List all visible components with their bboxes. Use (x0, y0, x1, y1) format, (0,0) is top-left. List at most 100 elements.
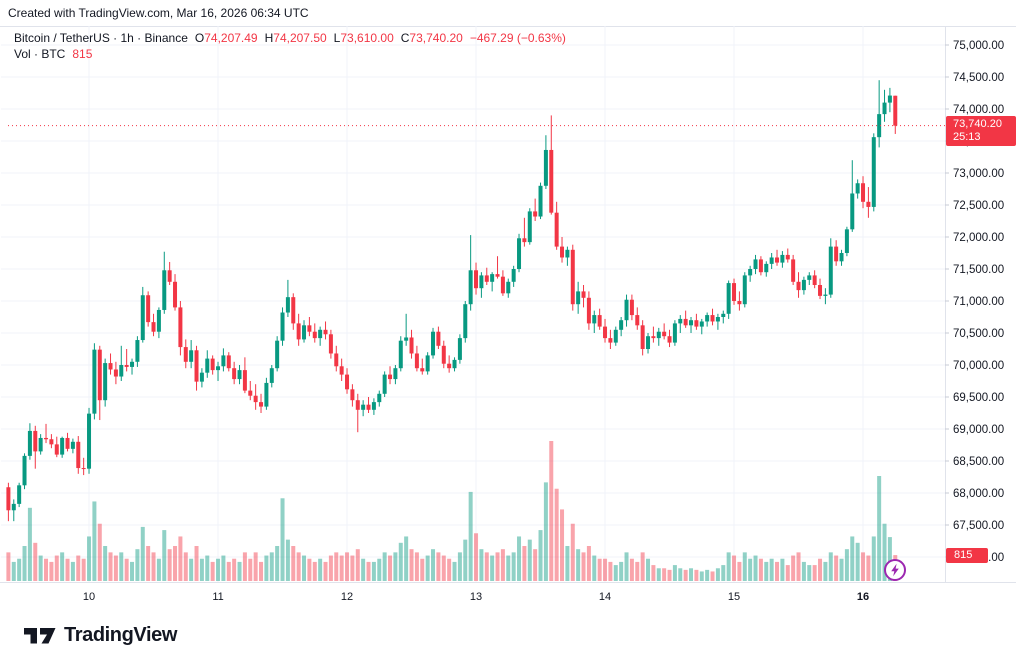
volume-label: Vol · BTC (14, 47, 66, 61)
volume-bar (140, 526, 145, 581)
volume-bar (769, 558, 774, 581)
candle-body (517, 238, 522, 269)
volume-bar (97, 523, 102, 581)
lightning-icon (883, 558, 907, 582)
candle-body (65, 437, 70, 449)
volume-bar (280, 498, 285, 581)
candle-body (345, 374, 350, 390)
candle-body (393, 368, 398, 380)
candle-body (70, 441, 75, 449)
volume-bar (312, 561, 317, 581)
volume-bar (710, 571, 715, 581)
volume-bar (285, 539, 290, 581)
candle-body (259, 402, 264, 407)
volume-bar (646, 558, 651, 581)
candle-body (667, 336, 672, 343)
volume-bar (667, 569, 672, 581)
volume-bar (328, 555, 333, 581)
volume-bar (560, 509, 565, 581)
volume-bar (371, 561, 376, 581)
volume-bar (70, 561, 75, 581)
candle-body (441, 345, 446, 364)
candle-body (560, 246, 565, 258)
candle-body (33, 430, 38, 452)
candle-body (764, 263, 769, 273)
candle-body (130, 361, 135, 367)
candle-body (656, 331, 661, 339)
volume-bar (441, 555, 446, 581)
candle-body (742, 275, 747, 305)
price-change: −467.29 (−0.63%) (469, 31, 566, 45)
volume-bar (103, 546, 108, 581)
candle-body (431, 331, 436, 356)
volume-bar (586, 546, 591, 581)
volume-bar (44, 558, 49, 581)
price-tick-label: 68,500.00 (953, 456, 1004, 468)
volume-bar (861, 552, 866, 581)
candle-body (232, 368, 237, 380)
candle-body (565, 249, 570, 258)
candle-body (366, 404, 371, 410)
candle-body (194, 350, 199, 382)
ohlc-close: C73,740.20 (400, 31, 463, 45)
volume-bar (323, 561, 328, 581)
candle-body (871, 137, 876, 207)
candle-body (205, 358, 210, 373)
tradingview-logo-glyph (24, 627, 56, 643)
time-tick-label: 15 (728, 591, 740, 603)
volume-bar (608, 561, 613, 581)
time-tick-label: 14 (599, 591, 611, 603)
volume-bar (33, 542, 38, 581)
volume-bar (871, 536, 876, 581)
volume-bar (76, 555, 81, 581)
candle-body (178, 307, 183, 348)
candle-body (81, 468, 86, 470)
candle-body (785, 254, 790, 260)
volume-bar (748, 558, 753, 581)
price-tick-label: 74,000.00 (953, 104, 1004, 116)
volume-bar (334, 552, 339, 581)
volume-bar (699, 571, 704, 581)
candle-body (861, 183, 866, 202)
volume-bar (108, 552, 113, 581)
candle-body (22, 455, 27, 486)
price-tick-label: 71,000.00 (953, 296, 1004, 308)
time-tick-label: 10 (83, 591, 95, 603)
candle-body (619, 320, 624, 330)
time-tick-label: 11 (212, 591, 223, 603)
candle-body (6, 487, 11, 511)
candle-body (361, 404, 366, 410)
volume-bar (135, 549, 140, 581)
candle-body (113, 369, 118, 377)
volume-bar (237, 561, 242, 581)
volume-bar (366, 561, 371, 581)
candle-body (103, 363, 108, 401)
price-tick-label: 72,500.00 (953, 200, 1004, 212)
candle-body (371, 402, 376, 410)
candle-body (732, 283, 737, 301)
volume-bar (124, 558, 129, 581)
volume-bar (173, 546, 178, 581)
volume-bar (414, 552, 419, 581)
volume-bar (119, 552, 124, 581)
candle-body (27, 430, 32, 456)
candle-body (92, 349, 97, 414)
volume-bar (183, 552, 188, 581)
tradingview-logo[interactable]: TradingView (22, 624, 177, 647)
volume-bar (156, 558, 161, 581)
volume-bar (377, 558, 382, 581)
volume-bar (275, 546, 280, 581)
candle-body (457, 338, 462, 360)
candle-body (586, 297, 591, 324)
volume-bar (538, 530, 543, 581)
volume-bar (60, 552, 65, 581)
volume-bar (807, 565, 812, 581)
volume-bar (844, 549, 849, 581)
volume-bar (253, 552, 258, 581)
candle-body (404, 337, 409, 341)
candle-body (753, 259, 758, 269)
candle-body (334, 353, 339, 367)
candle-body (511, 269, 516, 282)
candle-body (844, 229, 849, 253)
